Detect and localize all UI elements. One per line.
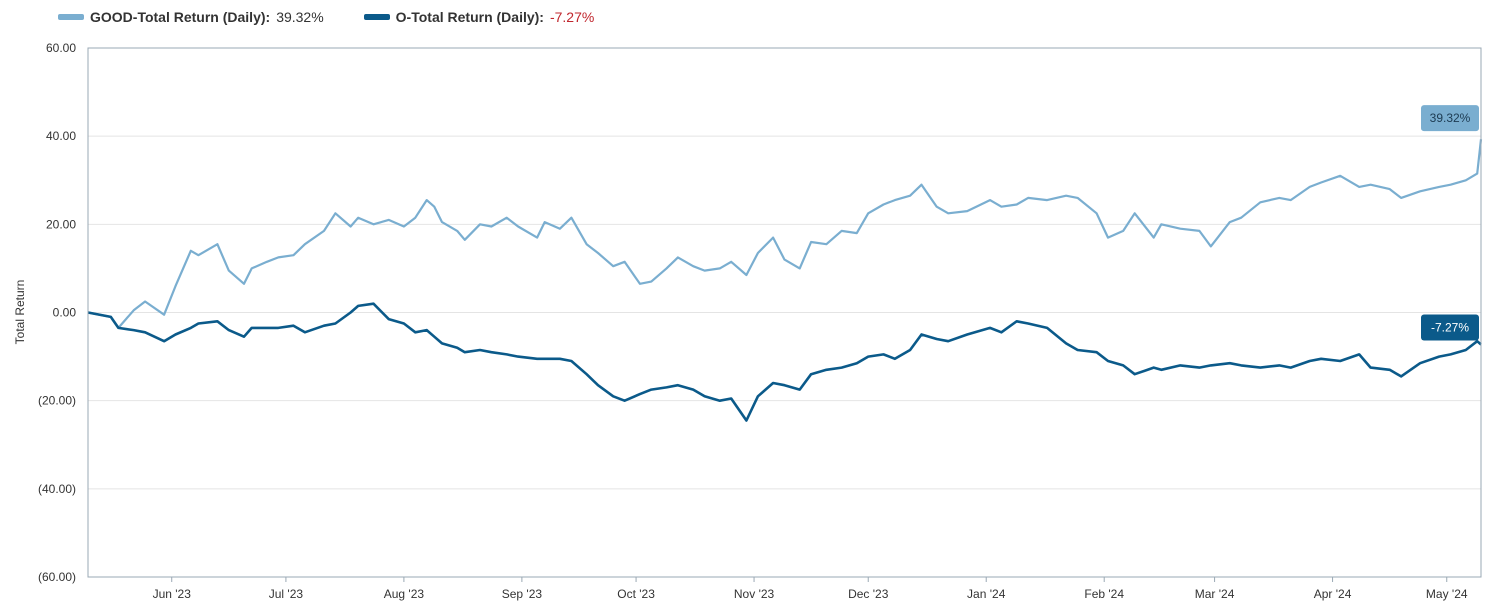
x-tick-label: Jul '23	[269, 587, 304, 601]
legend-label-o: O-Total Return (Daily):	[395, 9, 544, 25]
legend-item-good[interactable]: GOOD-Total Return (Daily): 39.32%	[58, 9, 324, 25]
legend-value-o: -7.27%	[549, 9, 595, 25]
plot-frame	[87, 47, 1482, 578]
y-tick-label: 20.00	[46, 217, 76, 231]
y-tick-label: (60.00)	[38, 570, 76, 584]
legend-value-good: 39.32%	[276, 9, 324, 25]
x-tick-label: Apr '24	[1314, 587, 1352, 601]
x-tick-label: Aug '23	[384, 587, 425, 601]
x-tick-label: Mar '24	[1195, 587, 1235, 601]
series-line-good[interactable]	[87, 139, 1483, 329]
series-line-o[interactable]	[87, 302, 1482, 422]
legend-label-good: GOOD-Total Return (Daily):	[90, 9, 271, 25]
y-axis: 60.00 40.00 20.00 0.00 (20.00) (40.00) (60.00)	[38, 41, 76, 584]
x-tick-label: Dec '23	[848, 587, 889, 601]
grid	[88, 47, 1481, 578]
x-tick-label: May '24	[1426, 587, 1468, 601]
y-tick-label: 60.00	[46, 41, 76, 55]
y-tick-label: 0.00	[53, 306, 77, 320]
end-label-o: -7.27%	[1421, 314, 1479, 341]
x-axis: Jun '23 Jul '23 Aug '23 Sep '23 Oct '23 Nov '…	[153, 577, 1468, 601]
end-label-text: 39.32%	[1430, 111, 1471, 125]
end-label-box	[1421, 314, 1479, 341]
y-tick-label: 40.00	[46, 129, 76, 143]
end-label-box	[1421, 105, 1479, 132]
x-tick-label: Jan '24	[967, 587, 1006, 601]
y-tick-label: (20.00)	[38, 394, 76, 408]
y-tick-label: (40.00)	[38, 482, 76, 496]
x-tick-label: Oct '23	[617, 587, 655, 601]
legend-swatch-good	[58, 14, 84, 20]
end-labels: 39.32% -7.27%	[1421, 105, 1479, 341]
x-tick-label: Sep '23	[502, 587, 543, 601]
x-tick-label: Feb '24	[1084, 587, 1124, 601]
end-label-good: 39.32%	[1421, 105, 1479, 132]
legend: GOOD-Total Return (Daily): 39.32% O-Tota…	[58, 6, 594, 28]
legend-item-o[interactable]: O-Total Return (Daily): -7.27%	[363, 9, 595, 25]
x-tick-label: Nov '23	[734, 587, 775, 601]
end-label-text: -7.27%	[1431, 321, 1469, 335]
legend-swatch-o	[363, 14, 390, 20]
x-tick-label: Jun '23	[153, 587, 192, 601]
series-lines	[87, 139, 1483, 422]
